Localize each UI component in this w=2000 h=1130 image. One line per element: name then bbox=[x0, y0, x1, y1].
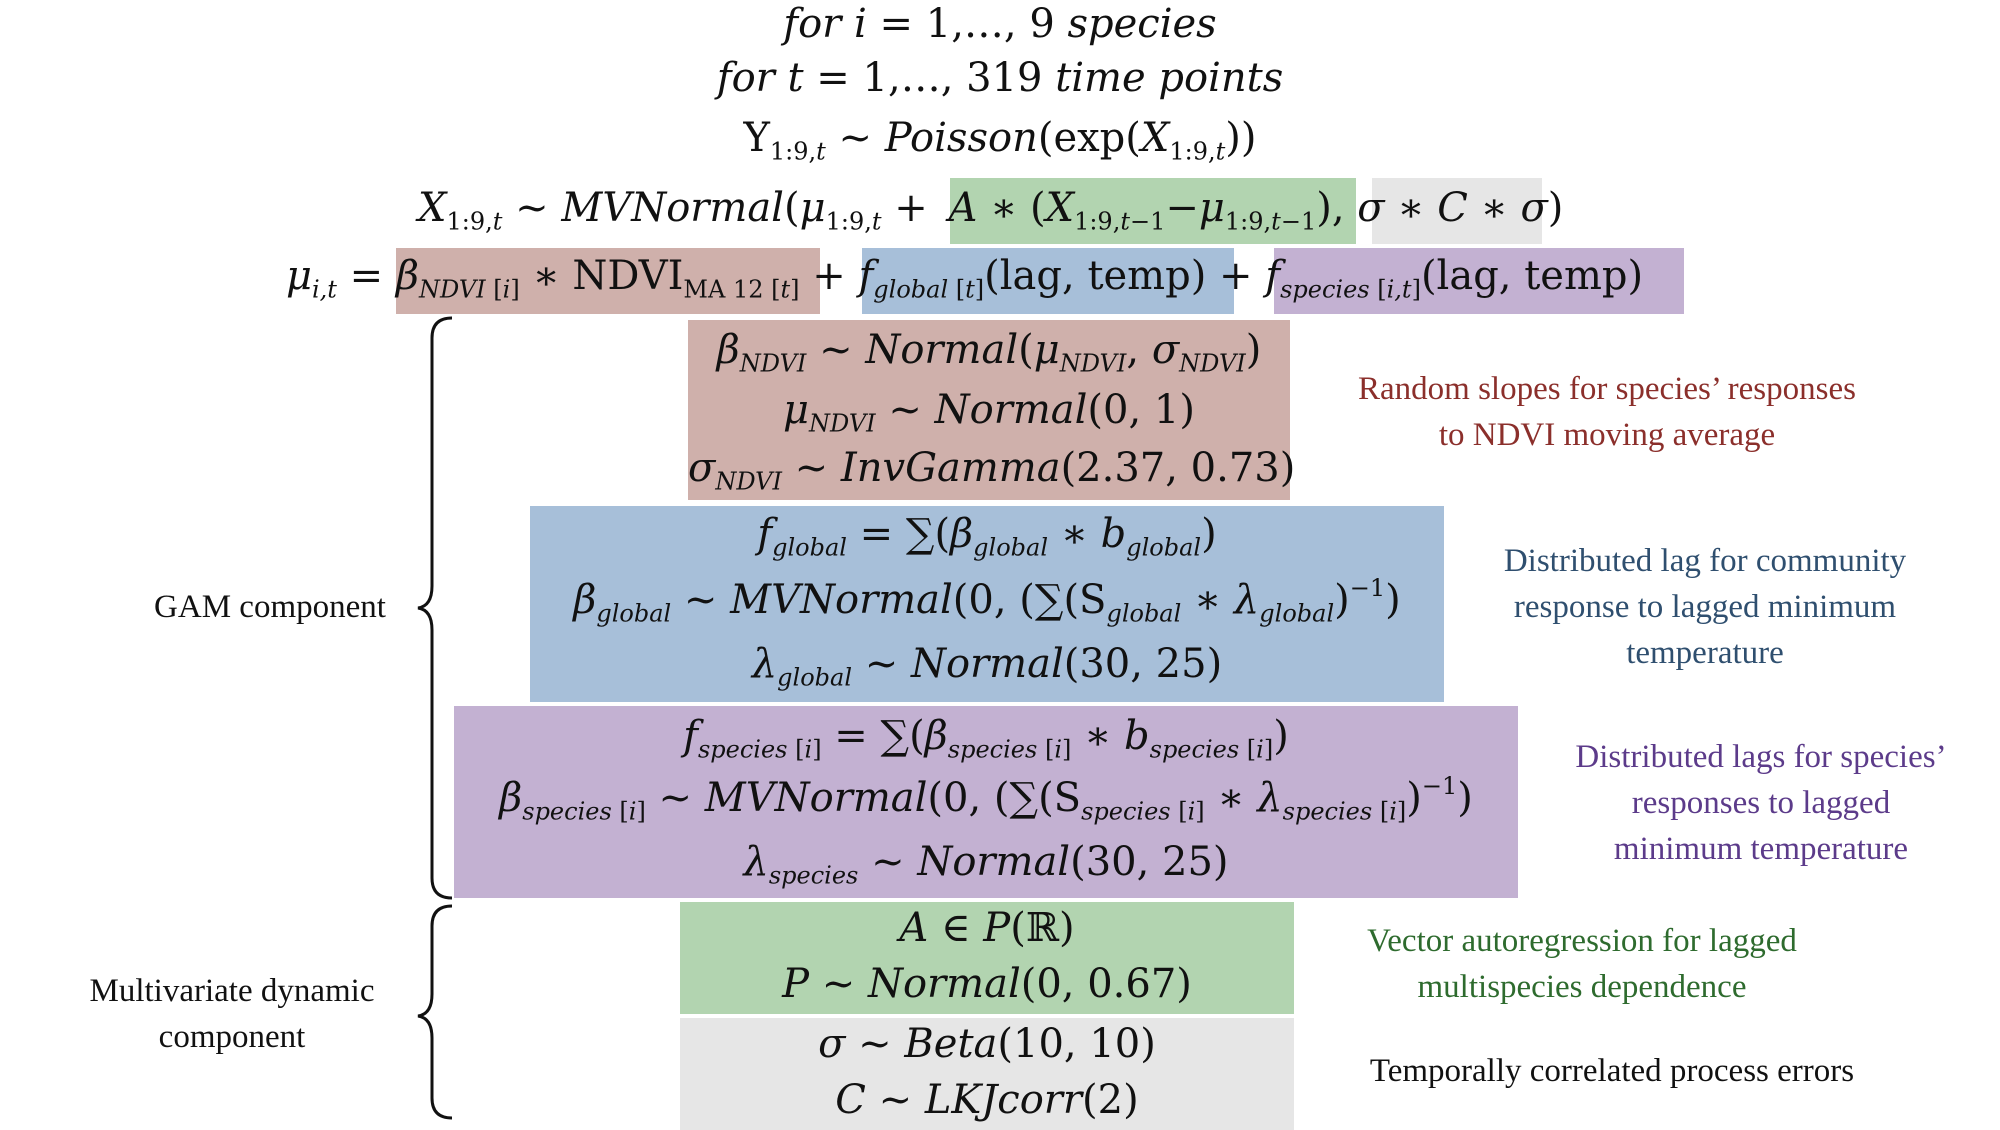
lambda-global-prior: λglobal ~ Normal(30, 25) bbox=[751, 641, 1223, 692]
global-note-line-3: temperature bbox=[1626, 635, 1784, 671]
species-loop-line: for i = 1,…, 9 species bbox=[783, 1, 1217, 47]
gam-component-label: GAM component bbox=[154, 589, 386, 625]
global-smooth-block: fglobal = ∑(βglobal ∗ bglobal) βglobal ~… bbox=[530, 506, 1444, 702]
global-note-line-2: response to lagged minimum bbox=[1513, 589, 1897, 625]
f-global-definition: fglobal = ∑(βglobal ∗ bglobal) bbox=[757, 511, 1217, 562]
dynamic-label-line-1: Multivariate dynamic bbox=[89, 973, 375, 1009]
lambda-species-prior: λspecies ~ Normal(30, 25) bbox=[743, 839, 1229, 890]
species-note-line-1: Distributed lags for species’ bbox=[1575, 739, 1947, 775]
mu-ndvi-prior: μNDVI ~ Normal(0, 1) bbox=[783, 387, 1195, 438]
var-block-note: Vector autoregression for lagged multisp… bbox=[1302, 918, 1862, 1010]
beta-species-prior: βspecies [i] ~ MVNormal(0, (∑(Sspecies [… bbox=[499, 772, 1473, 826]
ndvi-note-line-2: to NDVI moving average bbox=[1438, 417, 1776, 453]
var-note-line-1: Vector autoregression for lagged bbox=[1367, 923, 1797, 959]
ndvi-block-note: Random slopes for species’ responses to … bbox=[1302, 366, 1912, 458]
var-mean-highlight bbox=[950, 178, 1356, 244]
global-block-note: Distributed lag for community response t… bbox=[1450, 538, 1960, 676]
gam-brace bbox=[417, 316, 453, 900]
c-prior: C ~ LKJcorr(2) bbox=[835, 1077, 1139, 1123]
error-note-line-1: Temporally correlated process errors bbox=[1369, 1053, 1855, 1089]
dynamic-label-line-2: component bbox=[158, 1019, 306, 1055]
species-note-line-2: responses to lagged bbox=[1631, 785, 1891, 821]
species-note-line-3: minimum temperature bbox=[1613, 831, 1909, 867]
beta-ndvi-prior: βNDVI ~ Normal(μNDVI, σNDVI) bbox=[716, 327, 1262, 378]
error-block-note: Temporally correlated process errors bbox=[1302, 1048, 1922, 1094]
ndvi-prior-block: βNDVI ~ Normal(μNDVI, σNDVI) μNDVI ~ Nor… bbox=[688, 320, 1296, 500]
sigma-ndvi-prior: σNDVI ~ InvGamma(2.37, 0.73) bbox=[688, 445, 1296, 496]
a-matrix-definition: A ∈ P(ℝ) bbox=[899, 905, 1075, 951]
p-prior: P ~ Normal(0, 0.67) bbox=[782, 961, 1192, 1007]
error-cov-highlight bbox=[1372, 178, 1542, 244]
species-smooth-block: fspecies [i] = ∑(βspecies [i] ∗ bspecies… bbox=[454, 706, 1518, 898]
species-term-highlight bbox=[1274, 248, 1684, 314]
var-note-line-2: multispecies dependence bbox=[1417, 969, 1747, 1005]
dynamic-component-label: Multivariate dynamic component bbox=[52, 968, 412, 1060]
ndvi-note-line-1: Random slopes for species’ responses bbox=[1358, 371, 1856, 407]
poisson-observation-line: Y1:9,t ~ Poisson(exp(X1:9,t)) bbox=[743, 115, 1257, 166]
beta-global-prior: βglobal ~ MVNormal(0, (∑(Sglobal ∗ λglob… bbox=[573, 574, 1401, 628]
sigma-prior: σ ~ Beta(10, 10) bbox=[818, 1021, 1156, 1067]
mvnormal-process-line: X1:9,t ~ MVNormal(μ1:9,t + A ∗ (X1:9,t−1… bbox=[418, 185, 1564, 236]
var-prior-block: A ∈ P(ℝ) P ~ Normal(0, 0.67) bbox=[680, 902, 1294, 1014]
global-term-highlight bbox=[862, 248, 1234, 314]
dynamic-brace bbox=[417, 904, 453, 1120]
ndvi-term-highlight bbox=[396, 248, 820, 314]
time-loop-line: for t = 1,…, 319 time points bbox=[716, 55, 1284, 101]
linear-predictor-line: μi,t = βNDVI [i] ∗ NDVIMA 12 [t] + fglob… bbox=[286, 253, 1644, 304]
error-prior-block: σ ~ Beta(10, 10) C ~ LKJcorr(2) bbox=[680, 1018, 1294, 1130]
f-species-definition: fspecies [i] = ∑(βspecies [i] ∗ bspecies… bbox=[683, 713, 1289, 764]
global-note-line-1: Distributed lag for community bbox=[1503, 543, 1907, 579]
species-block-note: Distributed lags for species’ responses … bbox=[1526, 734, 1996, 872]
